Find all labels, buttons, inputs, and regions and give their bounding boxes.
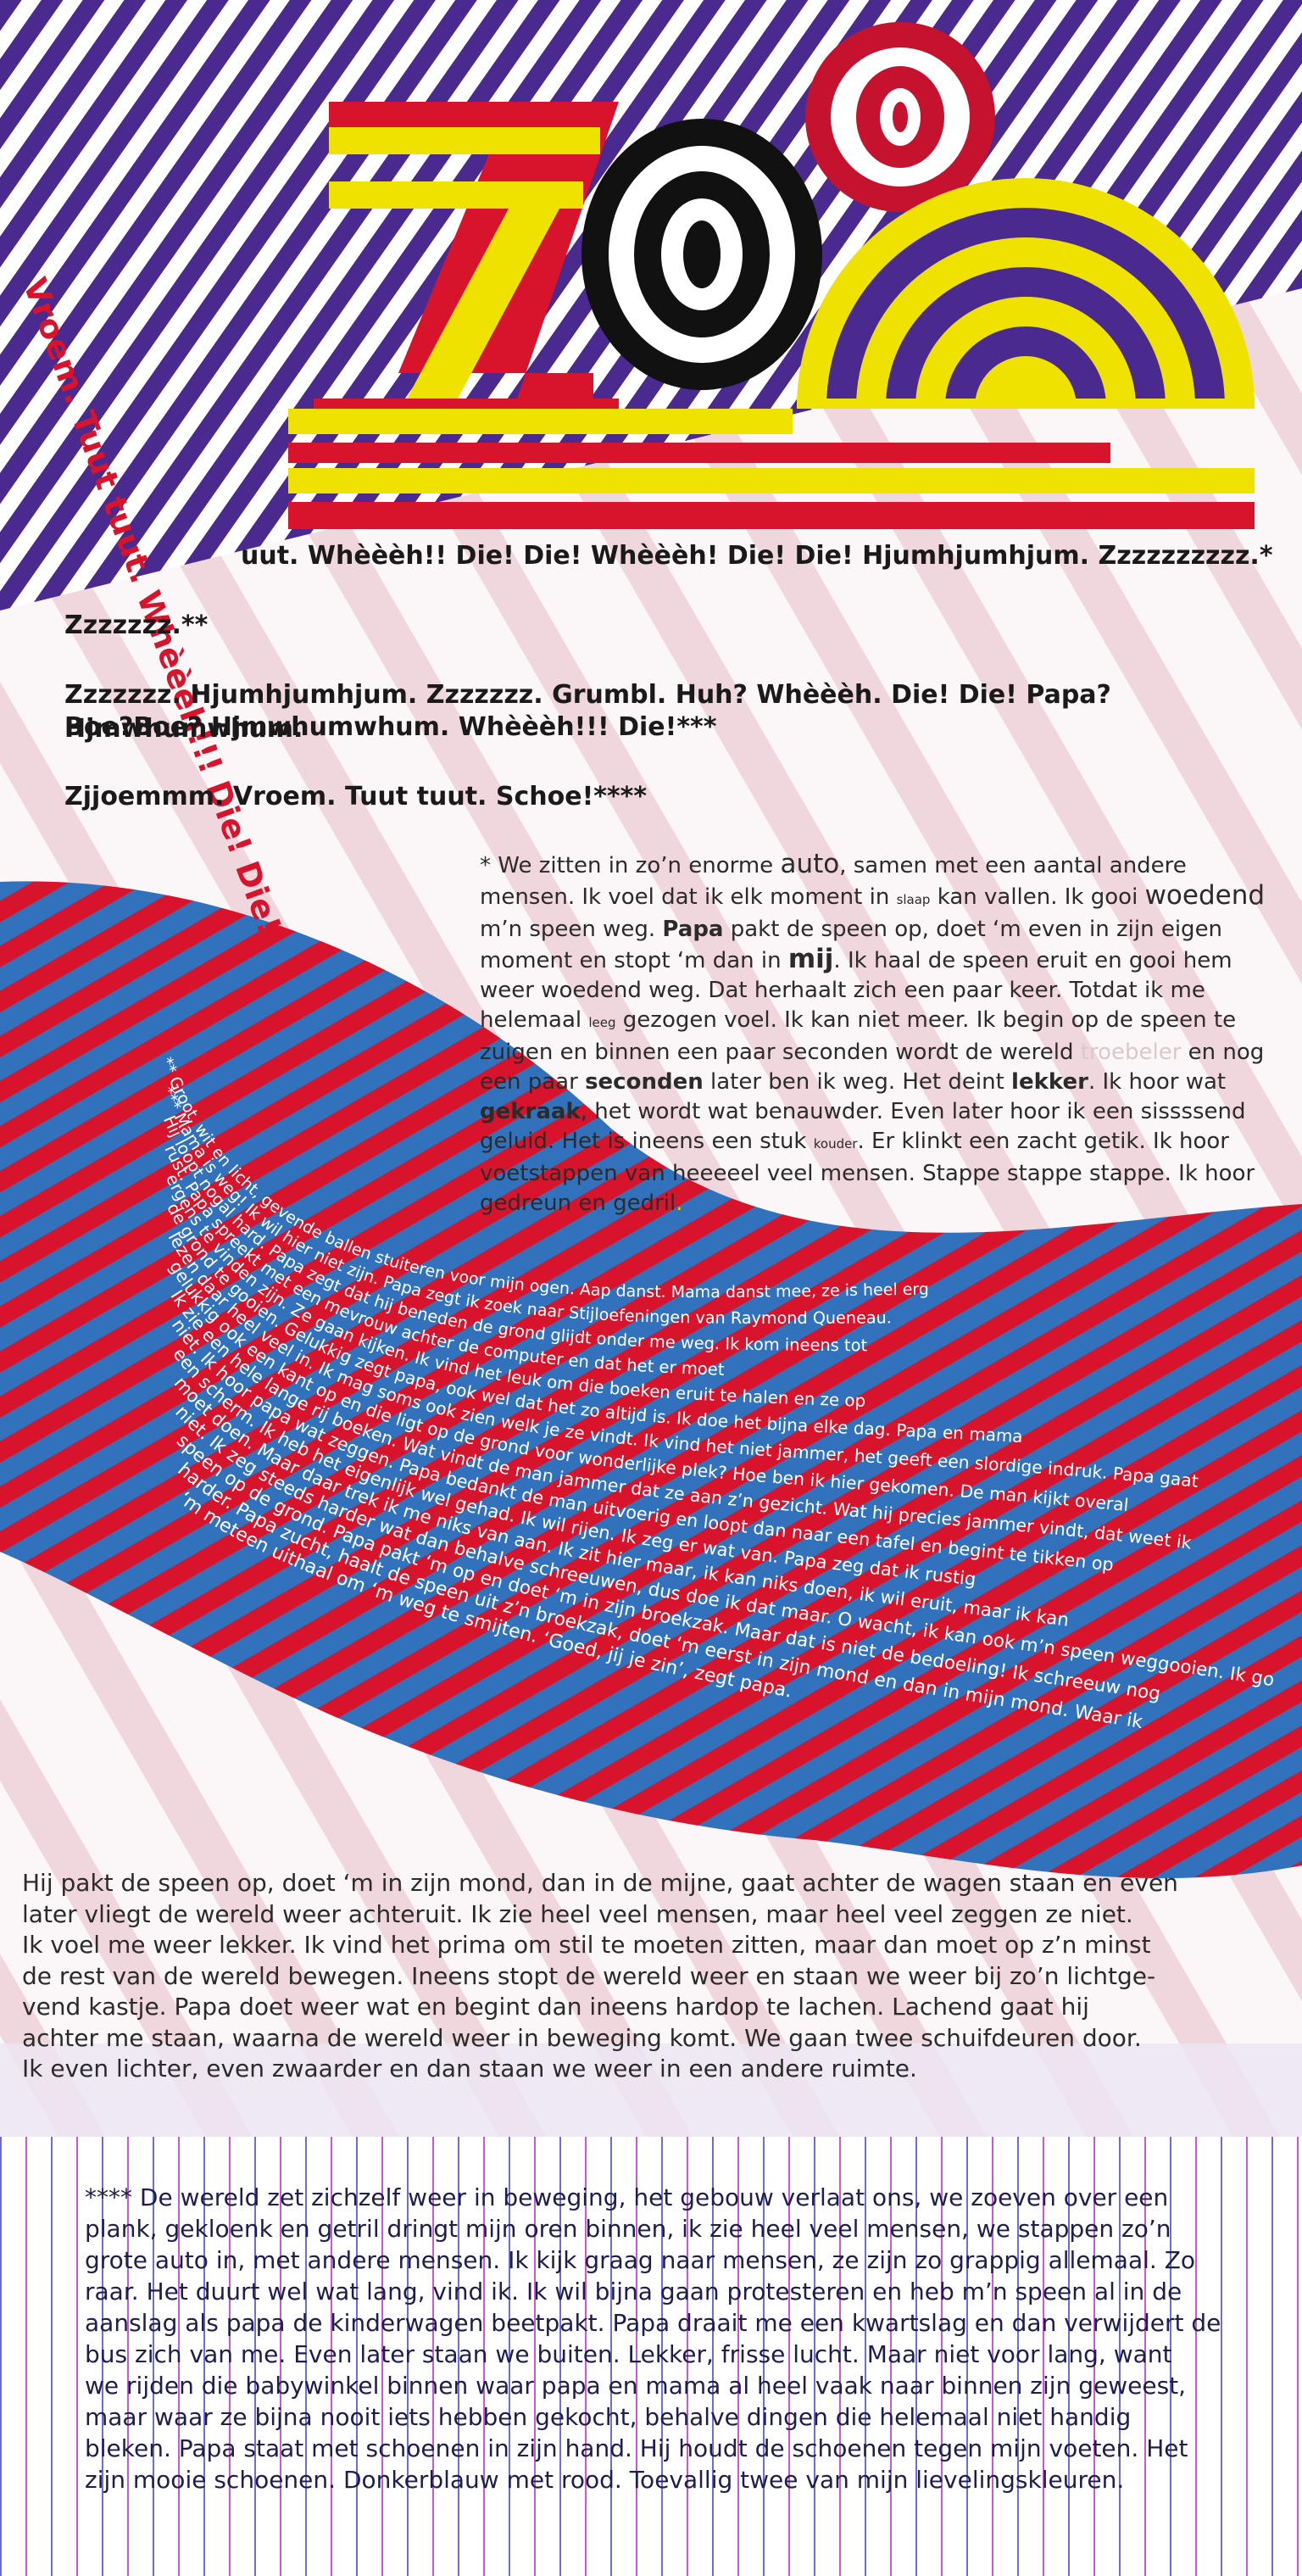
sound-line-3b: Boe?Boe? Hjmwhumwhum. Whèèèh!!! Die!*** (64, 712, 717, 742)
word-slaap: slaap (896, 892, 931, 907)
z-stripe-yellow (329, 181, 583, 209)
paragraph-line: vend kastje. Papa doet weer wat en begin… (22, 1993, 1089, 2021)
footnote-line: plank, gekloenk en getril dringt mijn or… (85, 2215, 1171, 2243)
sound-line-1: uut. Whèèèh!! Die! Die! Whèèèh! Die! Die… (241, 541, 1273, 571)
footnote-line: aanslag als papa de kinderwagen beetpakt… (85, 2309, 1221, 2337)
footnote-1: * We zitten in zo’n enorme auto, samen m… (480, 849, 1266, 1217)
arch-rainbow (797, 178, 1255, 409)
word-troebeler: troebeler (1080, 1040, 1182, 1065)
word-auto: auto (780, 849, 840, 879)
base-stripe-yellow (288, 409, 793, 434)
paragraph-line: Ik voel me weer lekker. Ik vind het prim… (22, 1931, 1151, 1959)
paragraph-3: Hij pakt de speen op, doet ‘m in zijn mo… (22, 1868, 1268, 2085)
wavy-striped-band (0, 881, 1302, 1879)
paragraph-line: Hij pakt de speen op, doet ‘m in zijn mo… (22, 1869, 1178, 1897)
lavender-band (0, 2044, 1302, 2137)
footnote-line: **** De wereld zet zichzelf weer in bewe… (85, 2183, 1169, 2211)
sound-line-2: Zzzzzzz.** (64, 611, 209, 640)
base-stripe-red (288, 502, 1255, 529)
paragraph-line: de rest van de wereld bewegen. Ineens st… (22, 1961, 1156, 1990)
word-seconden: seconden (585, 1069, 704, 1095)
footnote-line: raar. Het duurt wel wat lang, vind ik. I… (85, 2278, 1182, 2306)
base-stripe-red (288, 443, 1110, 463)
word-gekraak: gekraak (480, 1099, 581, 1124)
word-kouder: kouder (813, 1136, 858, 1151)
word-mij: mij (787, 944, 834, 974)
word-woedend: woedend (1144, 880, 1266, 911)
paragraph-line: achter me staan, waarna de wereld weer i… (22, 2023, 1142, 2052)
zoo-logo (288, 22, 1255, 529)
base-stripe-yellow (288, 468, 1255, 493)
footnote-line: we rijden die babywinkel binnen waar pap… (85, 2372, 1187, 2400)
z-stripe-yellow (329, 127, 600, 154)
sound-line-3a: Zzzzzzz. Hjumhjumhjum. Zzzzzzz. Grumbl. … (64, 680, 1111, 744)
footnote-line: zijn mooie schoenen. Donkerblauw met roo… (85, 2466, 1125, 2494)
z-diagonal-yellow (407, 209, 559, 399)
footnote-line: maar waar ze bijna nooit iets hebben gek… (85, 2403, 1132, 2431)
lined-paper-area (0, 2137, 1302, 2576)
word-lekker: lekker (1011, 1069, 1088, 1095)
paragraph-line: Ik even lichter, even zwaarder en dan st… (22, 2055, 917, 2083)
footnote-4: **** De wereld zet zichzelf weer in bewe… (85, 2182, 1271, 2495)
word-papa: Papa (662, 917, 724, 942)
paragraph-line: later vliegt de wereld weer achteruit. I… (22, 1899, 1133, 1928)
footnote-line: grote auto in, met andere mensen. Ik kij… (85, 2246, 1196, 2274)
footnote-line: bus zich van me. Even later staan we bui… (85, 2340, 1172, 2368)
word-leeg: leeg (588, 1015, 616, 1030)
sound-line-4: Zjjoemmm. Vroem. Tuut tuut. Schoe!**** (64, 782, 648, 811)
footnote-line: bleken. Papa staat met schoenen in zijn … (85, 2434, 1188, 2462)
